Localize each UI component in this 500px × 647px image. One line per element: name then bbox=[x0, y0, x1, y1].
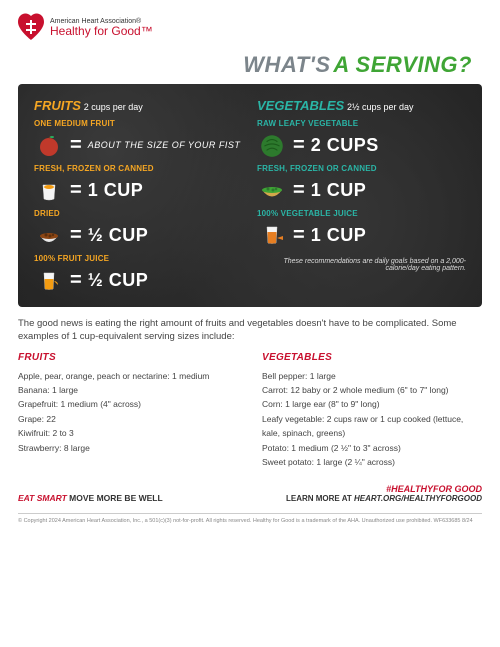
fruit-row-label-1: FRESH, FROZEN OR CANNED bbox=[34, 164, 243, 173]
carrot-juice-icon bbox=[257, 220, 287, 250]
veg-example: Sweet potato: 1 large (2 ¼" across) bbox=[262, 455, 482, 469]
veg-example: Bell pepper: 1 large bbox=[262, 369, 482, 383]
hashtag: #HEALTHYFOR GOOD bbox=[286, 484, 482, 494]
tagline: EAT SMART MOVE MORE BE WELL bbox=[18, 493, 163, 503]
fruit-example: Kiwifruit: 2 to 3 bbox=[18, 426, 238, 440]
veg-row-amount-0: 2 CUPS bbox=[311, 135, 379, 156]
title-part1: WHAT'S bbox=[243, 52, 330, 77]
blackboard-panel: FRUITS 2 cups per day ONE MEDIUM FRUIT =… bbox=[18, 84, 482, 307]
equals-icon: = bbox=[70, 179, 82, 202]
fruit-example: Apple, pear, orange, peach or nectarine:… bbox=[18, 369, 238, 383]
examples-section: FRUITS Apple, pear, orange, peach or nec… bbox=[18, 352, 482, 470]
leafy-icon bbox=[257, 130, 287, 160]
fruit-row-label-2: DRIED bbox=[34, 209, 243, 218]
page-title: WHAT'S A SERVING? bbox=[18, 52, 482, 78]
fruit-row-amount-1: 1 CUP bbox=[88, 180, 144, 201]
aha-logo-icon bbox=[18, 12, 44, 44]
equals-icon: = bbox=[293, 179, 305, 202]
copyright-text: © Copyright 2024 American Heart Associat… bbox=[18, 513, 482, 525]
bowl-veg-icon bbox=[257, 175, 287, 205]
veg-row-amount-2: 1 CUP bbox=[311, 225, 367, 246]
juice-icon bbox=[34, 265, 64, 295]
veg-example: Corn: 1 large ear (8" to 9" long) bbox=[262, 397, 482, 411]
fruit-example: Grapefruit: 1 medium (4" across) bbox=[18, 397, 238, 411]
fruit-example: Grape: 22 bbox=[18, 412, 238, 426]
vegs-heading: VEGETABLES bbox=[257, 98, 344, 113]
equals-icon: = bbox=[70, 134, 82, 157]
tagline-rest: MOVE MORE BE WELL bbox=[69, 493, 163, 503]
vegetables-column: VEGETABLES 2½ cups per day RAW LEAFY VEG… bbox=[257, 98, 466, 297]
fruit-row-amount-3: ½ CUP bbox=[88, 270, 149, 291]
fruit-example: Strawberry: 8 large bbox=[18, 441, 238, 455]
header: American Heart Association® Healthy for … bbox=[18, 12, 482, 44]
veg-example: Potato: 1 medium (2 ½" to 3" across) bbox=[262, 441, 482, 455]
fruit-row-label-3: 100% FRUIT JUICE bbox=[34, 254, 243, 263]
veg-row-label-2: 100% VEGETABLE JUICE bbox=[257, 209, 466, 218]
veg-example: Carrot: 12 baby or 2 whole medium (6" to… bbox=[262, 383, 482, 397]
learn-url: HEART.ORG/HEALTHYFORGOOD bbox=[354, 494, 482, 503]
equals-icon: = bbox=[70, 269, 82, 292]
disclaimer-text: These recommendations are daily goals ba… bbox=[257, 258, 466, 272]
learn-label: LEARN MORE AT bbox=[286, 494, 352, 503]
bowl-dried-icon bbox=[34, 220, 64, 250]
fruit-example: Banana: 1 large bbox=[18, 383, 238, 397]
intro-text: The good news is eating the right amount… bbox=[18, 317, 482, 344]
equals-icon: = bbox=[293, 134, 305, 157]
vegs-ex-title: VEGETABLES bbox=[262, 352, 482, 363]
fruits-ex-title: FRUITS bbox=[18, 352, 238, 363]
veg-row-label-0: RAW LEAFY VEGETABLE bbox=[257, 119, 466, 128]
veg-row-amount-1: 1 CUP bbox=[311, 180, 367, 201]
fruit-row-label-0: ONE MEDIUM FRUIT bbox=[34, 119, 243, 128]
fruits-heading: FRUITS bbox=[34, 98, 81, 113]
footer: EAT SMART MOVE MORE BE WELL #HEALTHYFOR … bbox=[18, 484, 482, 503]
cup-icon bbox=[34, 175, 64, 205]
veg-row-label-1: FRESH, FROZEN OR CANNED bbox=[257, 164, 466, 173]
fruit-row-amount-0: ABOUT THE SIZE OF YOUR FIST bbox=[88, 140, 241, 151]
title-part2: A SERVING? bbox=[333, 52, 472, 77]
apple-icon bbox=[34, 130, 64, 160]
veg-example: Leafy vegetable: 2 cups raw or 1 cup coo… bbox=[262, 412, 482, 441]
equals-icon: = bbox=[293, 224, 305, 247]
learn-more: LEARN MORE AT HEART.ORG/HEALTHYFORGOOD bbox=[286, 494, 482, 503]
fruits-column: FRUITS 2 cups per day ONE MEDIUM FRUIT =… bbox=[34, 98, 243, 297]
brand-name: Healthy for Good™ bbox=[50, 25, 153, 38]
fruit-row-amount-2: ½ CUP bbox=[88, 225, 149, 246]
equals-icon: = bbox=[70, 224, 82, 247]
fruits-sub: 2 cups per day bbox=[84, 102, 143, 112]
vegs-sub: 2½ cups per day bbox=[347, 102, 414, 112]
tagline-bold: EAT SMART bbox=[18, 493, 67, 503]
